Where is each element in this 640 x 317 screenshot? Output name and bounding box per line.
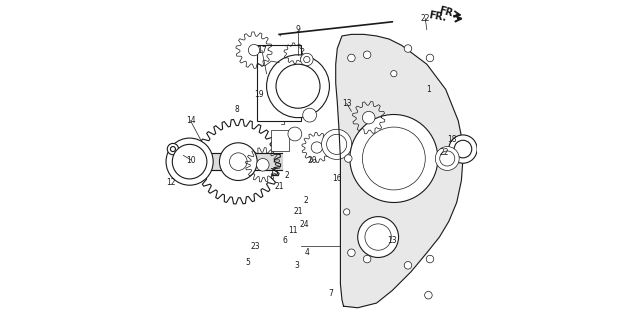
Text: FR.: FR. — [428, 10, 447, 23]
Text: 23: 23 — [251, 242, 260, 251]
Circle shape — [248, 44, 260, 56]
Text: 14: 14 — [186, 116, 195, 125]
Circle shape — [172, 144, 207, 179]
Circle shape — [404, 45, 412, 52]
Text: 13: 13 — [342, 99, 351, 108]
Circle shape — [170, 146, 175, 152]
Circle shape — [426, 54, 434, 62]
Circle shape — [257, 158, 269, 171]
Circle shape — [358, 217, 399, 257]
Text: 17: 17 — [257, 46, 267, 55]
Circle shape — [426, 255, 434, 263]
Text: 21: 21 — [293, 207, 303, 217]
Circle shape — [362, 127, 425, 190]
Text: 13: 13 — [387, 236, 397, 245]
Circle shape — [350, 114, 438, 203]
Text: 6: 6 — [283, 236, 288, 245]
Circle shape — [365, 224, 391, 250]
Text: 10: 10 — [186, 156, 196, 165]
Circle shape — [166, 138, 213, 185]
Circle shape — [344, 209, 350, 215]
Circle shape — [302, 88, 307, 94]
Text: 16: 16 — [332, 174, 342, 184]
Text: 15: 15 — [269, 168, 279, 177]
Circle shape — [449, 135, 477, 163]
Circle shape — [362, 111, 375, 124]
Text: 22: 22 — [420, 14, 430, 23]
Circle shape — [167, 143, 179, 155]
Circle shape — [390, 70, 397, 77]
Circle shape — [404, 262, 412, 269]
Circle shape — [344, 155, 352, 162]
Circle shape — [445, 155, 452, 162]
Text: 11: 11 — [289, 226, 298, 235]
Circle shape — [364, 255, 371, 263]
Bar — [271, 130, 289, 151]
Circle shape — [230, 153, 247, 171]
Circle shape — [348, 54, 355, 62]
Text: 3: 3 — [294, 261, 299, 270]
Text: 19: 19 — [254, 90, 264, 99]
Text: FR.: FR. — [437, 5, 457, 20]
Circle shape — [364, 51, 371, 59]
Polygon shape — [336, 34, 463, 308]
Text: 4: 4 — [305, 248, 310, 257]
Text: 2: 2 — [285, 171, 289, 180]
Text: 5: 5 — [245, 258, 250, 267]
Bar — [257, 45, 301, 121]
Text: 20: 20 — [307, 156, 317, 165]
Circle shape — [435, 146, 460, 171]
Circle shape — [440, 151, 455, 166]
Circle shape — [276, 64, 320, 108]
Circle shape — [424, 291, 432, 299]
Circle shape — [303, 108, 317, 122]
Text: 7: 7 — [328, 289, 333, 298]
Circle shape — [267, 55, 330, 118]
Circle shape — [288, 127, 302, 141]
Circle shape — [348, 249, 355, 256]
Text: 2: 2 — [303, 197, 308, 205]
Circle shape — [301, 53, 313, 66]
Text: 24: 24 — [300, 220, 309, 229]
Circle shape — [311, 142, 323, 153]
Text: 21: 21 — [275, 182, 284, 191]
Circle shape — [303, 56, 310, 63]
Text: 1: 1 — [426, 85, 431, 94]
Circle shape — [300, 86, 309, 96]
Circle shape — [176, 148, 202, 175]
Text: 8: 8 — [234, 105, 239, 114]
Circle shape — [321, 129, 352, 159]
Circle shape — [220, 143, 257, 180]
Text: 22: 22 — [440, 148, 449, 157]
Circle shape — [326, 134, 347, 154]
Circle shape — [289, 81, 297, 88]
Circle shape — [454, 140, 472, 158]
Text: 9: 9 — [296, 25, 300, 34]
Text: 18: 18 — [447, 135, 457, 144]
Text: 12: 12 — [166, 178, 175, 187]
